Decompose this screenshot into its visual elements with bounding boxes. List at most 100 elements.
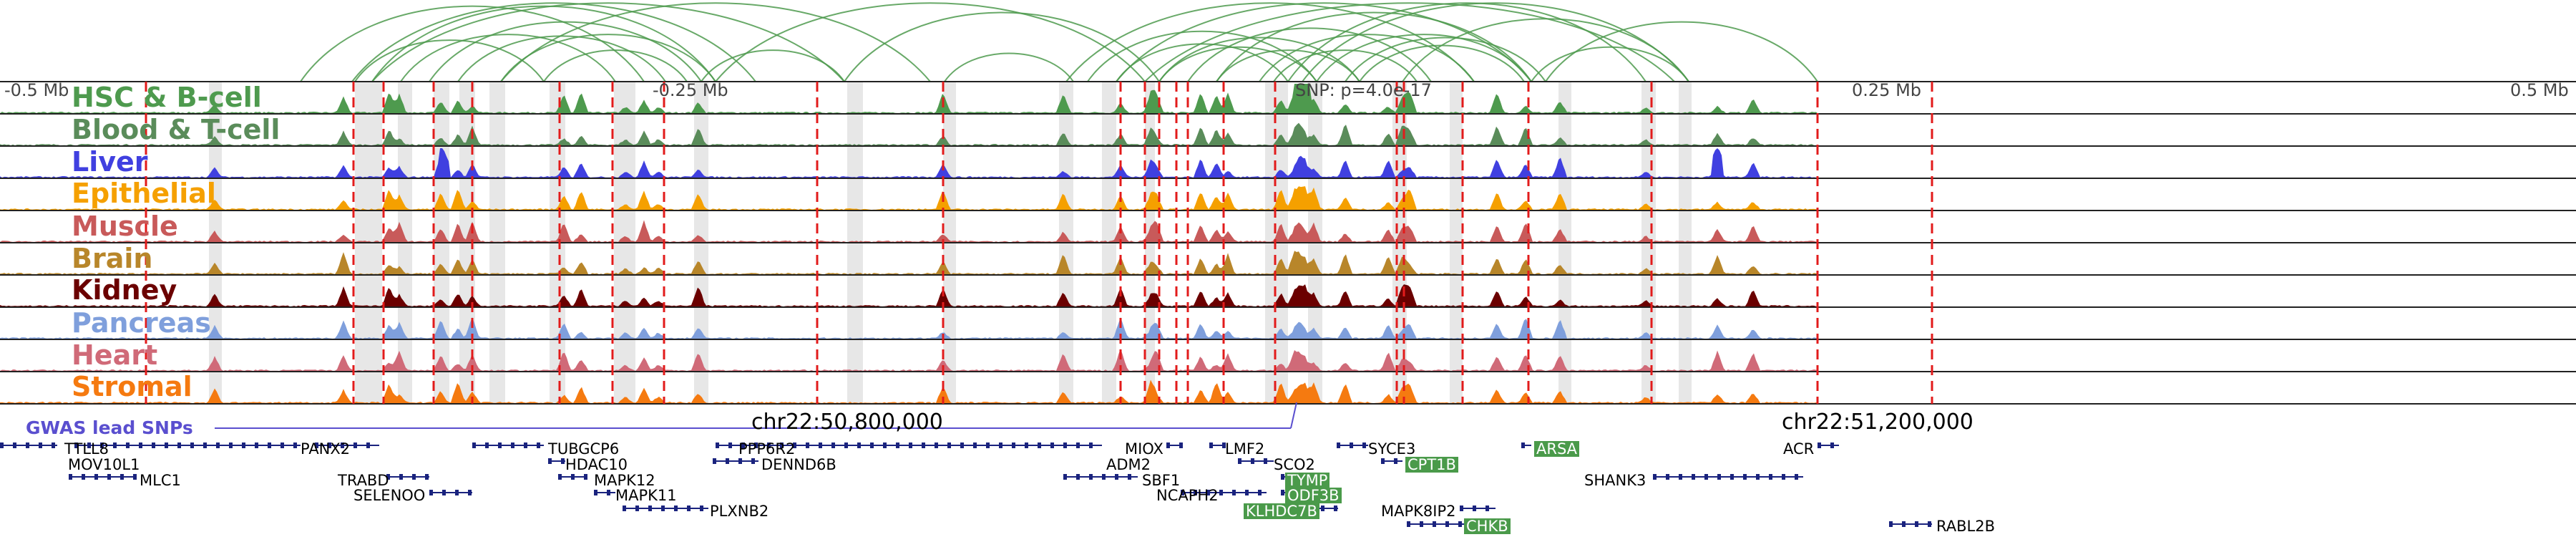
gene-exon bbox=[635, 505, 639, 511]
gene-exon bbox=[1743, 474, 1747, 480]
gene-exon bbox=[524, 442, 527, 448]
gene-exon bbox=[1756, 474, 1760, 480]
gene-exon bbox=[152, 442, 155, 448]
chromatin-loops bbox=[300, 2, 1818, 82]
gene-ttll8[interactable]: TTLL8 bbox=[64, 440, 109, 458]
gene-exon bbox=[1334, 505, 1337, 511]
gene-exon bbox=[1666, 474, 1669, 480]
gene-exon bbox=[190, 442, 194, 448]
track-label-blood-tcell: Blood & T-cell bbox=[72, 114, 280, 145]
gene-exon bbox=[1206, 490, 1210, 495]
chromatin-loop-arc bbox=[1545, 21, 1818, 82]
gene-exon bbox=[485, 442, 489, 448]
gene-exon bbox=[767, 442, 771, 448]
chromatin-loop-arc bbox=[701, 49, 845, 82]
gene-exon bbox=[1473, 505, 1476, 511]
chromatin-loop-arc bbox=[1087, 30, 1317, 82]
gene-miox[interactable]: MIOX bbox=[1125, 440, 1163, 458]
gene-exon bbox=[1692, 474, 1695, 480]
gene-exon bbox=[648, 505, 652, 511]
gene-hdac10[interactable]: HDAC10 bbox=[565, 456, 628, 473]
gene-exon bbox=[1717, 474, 1721, 480]
chromatin-loop-arc bbox=[371, 2, 845, 82]
gene-odf3b[interactable]: ODF3B bbox=[1285, 488, 1342, 503]
gene-exon bbox=[1102, 474, 1106, 480]
gene-exon bbox=[1232, 490, 1236, 495]
gene-exon bbox=[1394, 458, 1397, 464]
signal-track bbox=[0, 220, 1818, 242]
gene-exon bbox=[1521, 442, 1525, 448]
gene-ppp6r2[interactable]: PPP6R2 bbox=[738, 440, 796, 458]
gene-plxnb2[interactable]: PLXNB2 bbox=[710, 503, 769, 520]
gene-sbf1[interactable]: SBF1 bbox=[1142, 472, 1181, 489]
gene-tubgcp6[interactable]: TUBGCP6 bbox=[548, 440, 620, 458]
chromatin-loop-arc bbox=[944, 52, 1074, 82]
gene-exon bbox=[1337, 442, 1340, 448]
gene-exon bbox=[661, 505, 665, 511]
gene-exon bbox=[268, 442, 271, 448]
signal-tracks bbox=[0, 84, 1818, 403]
gene-sco2[interactable]: SCO2 bbox=[1274, 456, 1315, 473]
gene-selenoo[interactable]: SELENOO bbox=[353, 487, 426, 504]
chromatin-loop-arc bbox=[1116, 43, 1289, 82]
gene-exon bbox=[1830, 442, 1834, 448]
gene-exon bbox=[1795, 474, 1798, 480]
snp-marker-lines bbox=[145, 82, 1933, 404]
gene-mapk12[interactable]: MAPK12 bbox=[594, 472, 655, 489]
gene-ncaph2[interactable]: NCAPH2 bbox=[1156, 487, 1219, 504]
gene-mapk8ip2[interactable]: MAPK8IP2 bbox=[1381, 503, 1456, 520]
gene-exon bbox=[13, 442, 16, 448]
gene-syce3[interactable]: SYCE3 bbox=[1368, 440, 1416, 458]
gene-acr[interactable]: ACR bbox=[1783, 440, 1815, 458]
gene-exon bbox=[425, 474, 429, 480]
gene-exon bbox=[74, 442, 78, 448]
track-label-stromal: Stromal bbox=[72, 371, 192, 402]
chromatin-loop-arc bbox=[1187, 27, 1432, 82]
chromatin-loop-arc bbox=[429, 21, 702, 82]
gene-exon bbox=[1209, 442, 1213, 448]
gene-mov10l1[interactable]: MOV10L1 bbox=[68, 456, 140, 473]
gene-exon bbox=[1166, 442, 1170, 448]
gene-exon bbox=[472, 442, 476, 448]
chromatin-loop-arc bbox=[1065, 2, 1475, 82]
gene-arsa[interactable]: ARSA bbox=[1534, 441, 1580, 457]
chromatin-loop-arc bbox=[1216, 11, 1532, 82]
gene-exon bbox=[594, 490, 597, 495]
gene-exon bbox=[548, 458, 552, 464]
gene-exon bbox=[986, 442, 990, 448]
gene-exon bbox=[1012, 442, 1015, 448]
gene-klhdc7b[interactable]: KLHDC7B bbox=[1244, 503, 1319, 519]
gene-exon bbox=[623, 505, 626, 511]
gene-exon bbox=[1050, 442, 1054, 448]
gene-exon bbox=[216, 442, 220, 448]
gene-chkb[interactable]: CHKB bbox=[1464, 518, 1511, 534]
gene-cpt1b[interactable]: CPT1B bbox=[1405, 457, 1458, 473]
gene-exon bbox=[1485, 505, 1489, 511]
gene-exon bbox=[1381, 458, 1385, 464]
track-label-epithelial: Epithelial bbox=[72, 178, 216, 209]
chromatin-loop-arc bbox=[1273, 49, 1418, 82]
gene-mapk11[interactable]: MAPK11 bbox=[615, 487, 677, 504]
gene-lmf2[interactable]: LMF2 bbox=[1225, 440, 1265, 458]
gene-exon bbox=[1251, 458, 1254, 464]
gene-exon bbox=[126, 442, 130, 448]
gene-dennd6b[interactable]: DENND6B bbox=[761, 456, 836, 473]
gene-exon bbox=[819, 442, 822, 448]
gene-panx2[interactable]: PANX2 bbox=[301, 440, 351, 458]
gene-rabl2b[interactable]: RABL2B bbox=[1936, 518, 1995, 535]
gene-exon bbox=[242, 442, 245, 448]
gene-exon bbox=[113, 442, 117, 448]
gene-exon bbox=[1915, 521, 1918, 527]
gene-shank3[interactable]: SHANK3 bbox=[1584, 472, 1646, 489]
gene-exon bbox=[1679, 474, 1682, 480]
gene-tymp[interactable]: TYMP bbox=[1285, 473, 1330, 488]
gene-adm2[interactable]: ADM2 bbox=[1106, 456, 1151, 473]
gene-exon bbox=[1179, 442, 1183, 448]
chromatin-loop-arc bbox=[1259, 34, 1475, 82]
gene-exon bbox=[1460, 505, 1463, 511]
gene-mlc1[interactable]: MLC1 bbox=[140, 472, 181, 489]
gene-exon bbox=[726, 458, 729, 464]
gene-trabd[interactable]: TRABD bbox=[338, 472, 389, 489]
